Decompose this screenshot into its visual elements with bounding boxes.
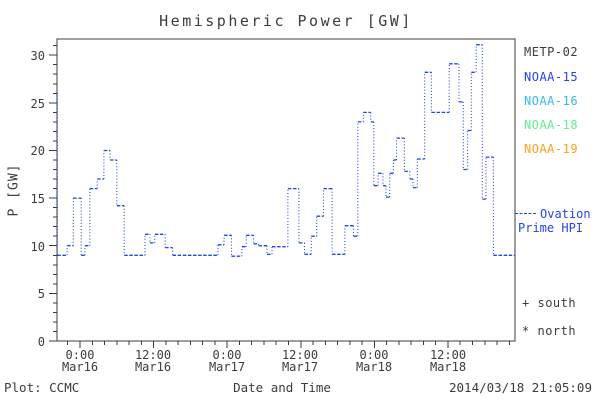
chart-title: Hemispheric Power [GW] — [159, 12, 413, 30]
y-tick-label-0: 0 — [37, 335, 45, 349]
y-tick-label-15: 15 — [30, 192, 45, 206]
x-tick-date: Mar17 — [281, 360, 319, 374]
ovation-line-sample — [515, 213, 536, 214]
x-tick-label: 0:00 Mar16 — [62, 349, 98, 373]
x-tick-date: Mar17 — [208, 360, 246, 374]
x-tick-label: 12:00 Mar18 — [430, 349, 466, 373]
legend-item-noaa15: NOAA-15 — [524, 70, 579, 84]
y-tick-label-5: 5 — [37, 287, 45, 301]
x-tick-label: 12:00 Mar16 — [135, 349, 171, 373]
x-tick-date: Mar18 — [355, 360, 393, 374]
x-tick-time: 0:00 — [359, 348, 389, 362]
marker-label-north: north — [537, 324, 577, 338]
x-tick-time: 12:00 — [281, 348, 319, 362]
x-tick-date: Mar16 — [61, 360, 99, 374]
y-tick-label-30: 30 — [30, 49, 45, 63]
x-tick-time: 12:00 — [134, 348, 172, 362]
x-tick-label: 0:00 Mar17 — [209, 349, 245, 373]
ovation-legend-line2: Prime HPI — [518, 221, 584, 235]
x-tick-label: 12:00 Mar17 — [282, 349, 318, 373]
y-tick-label-20: 20 — [30, 144, 45, 158]
x-tick-time: 12:00 — [429, 348, 467, 362]
legend-item-noaa19: NOAA-19 — [524, 142, 579, 156]
x-tick-time: 0:00 — [65, 348, 95, 362]
plot-timestamp: 2014/03/18 21:05:09 — [449, 380, 592, 395]
plot-source-label: Plot: CCMC — [4, 380, 80, 395]
y-axis-label: P [GW] — [6, 163, 22, 217]
marker-legend-south: + south — [522, 296, 576, 310]
marker-label-south: south — [537, 296, 577, 310]
legend-item-metp02: METP-02 — [524, 45, 579, 59]
x-tick-date: Mar18 — [429, 360, 467, 374]
legend-item-noaa18: NOAA-18 — [524, 118, 579, 132]
legend-item-noaa16: NOAA-16 — [524, 94, 579, 108]
y-tick-label-10: 10 — [30, 240, 45, 254]
x-axis-title: Date and Time — [233, 380, 331, 395]
y-tick-label-25: 25 — [30, 97, 45, 111]
asterisk-marker-icon: * — [522, 324, 530, 338]
x-tick-date: Mar16 — [134, 360, 172, 374]
ovation-legend-line1: Ovation — [540, 207, 591, 221]
marker-legend-north: * north — [522, 324, 576, 338]
plus-marker-icon: + — [522, 296, 530, 310]
x-tick-label: 0:00 Mar18 — [356, 349, 392, 373]
x-tick-time: 0:00 — [212, 348, 242, 362]
